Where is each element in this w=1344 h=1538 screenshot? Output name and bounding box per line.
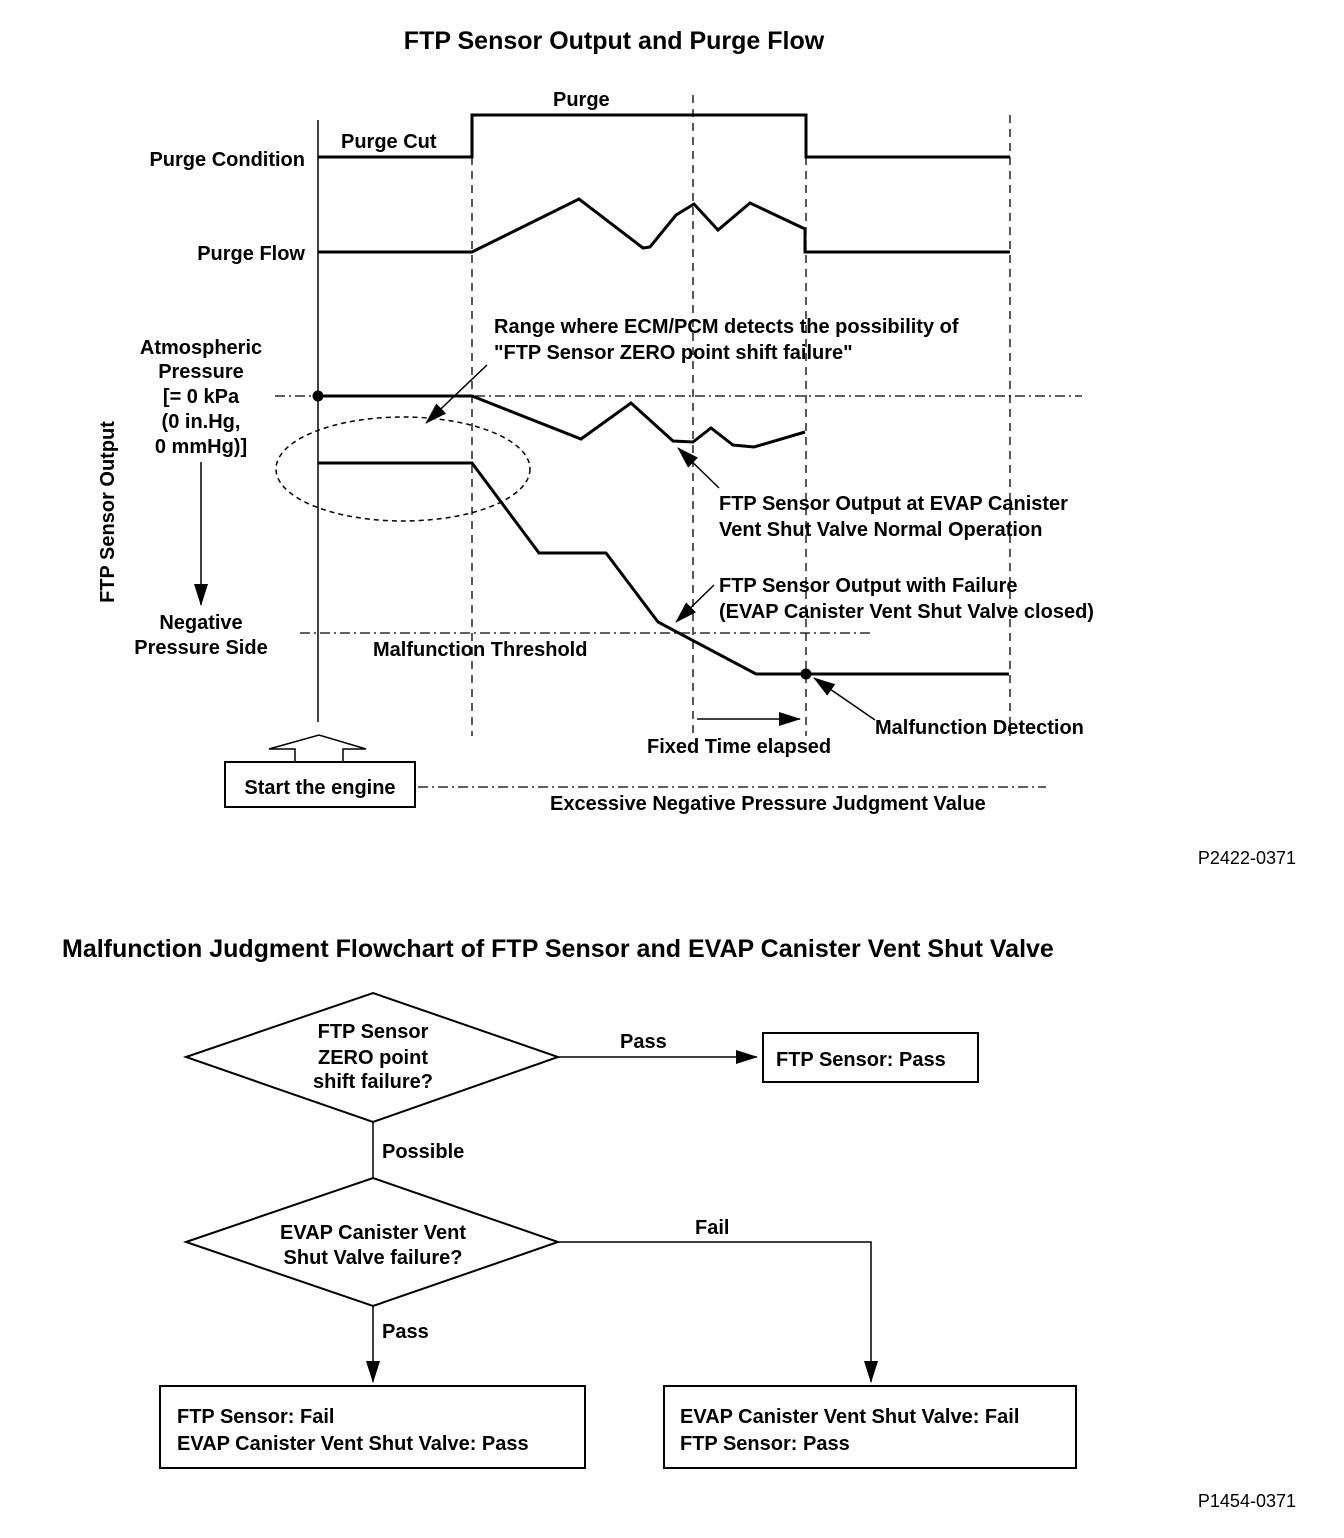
result-right-text: EVAP Canister Vent Shut Valve: Fail	[680, 1406, 1019, 1428]
atmospheric-pressure-label: Atmospheric Pressure [= 0 kPa (0 in.Hg, …	[140, 337, 262, 458]
normal-note-line1: FTP Sensor Output at EVAP Canister	[719, 493, 1068, 515]
failure-note-line1: FTP Sensor Output with Failure	[719, 575, 1018, 597]
normal-note-arrow	[677, 447, 720, 489]
purge-label: Purge	[553, 89, 610, 111]
range-note-arrow	[425, 364, 488, 424]
flowchart: Malfunction Judgment Flowchart of FTP Se…	[62, 935, 1296, 1511]
normal-note-line2: Vent Shut Valve Normal Operation	[719, 519, 1042, 541]
purge-condition-line	[318, 113, 1010, 159]
normal-output-line	[318, 394, 806, 449]
decision1-text: FTP Sensor	[318, 1021, 429, 1043]
svg-text:Atmospheric: Atmospheric	[140, 337, 262, 359]
svg-text:0 mmHg)]: 0 mmHg)]	[155, 436, 247, 458]
chart-title: FTP Sensor Output and Purge Flow	[404, 27, 825, 55]
svg-text:[= 0 kPa: [= 0 kPa	[163, 386, 240, 408]
failure-output-line	[318, 461, 1009, 676]
excessive-negative-label: Excessive Negative Pressure Judgment Val…	[550, 793, 986, 815]
failure-note-arrow	[675, 584, 715, 623]
purge-condition-label: Purge Condition	[149, 149, 305, 171]
range-note-line2: "FTP Sensor ZERO point shift failure"	[494, 342, 853, 364]
svg-text:Negative: Negative	[159, 612, 242, 634]
result-right-text: FTP Sensor: Pass	[680, 1433, 850, 1455]
zero-shift-range-ellipse	[275, 416, 531, 522]
svg-text:Pressure: Pressure	[158, 361, 244, 383]
start-engine-arrow-icon	[268, 734, 367, 762]
result-valve-fail-box	[663, 1385, 1077, 1469]
y-axis-label: FTP Sensor Output	[97, 421, 119, 603]
purge-flow-label: Purge Flow	[197, 243, 305, 265]
decision2-text: Shut Valve failure?	[284, 1247, 463, 1269]
figure-code-bottom: P1454-0371	[1198, 1491, 1296, 1511]
start-engine-box	[224, 761, 416, 808]
malfunction-detection-label: Malfunction Detection	[875, 717, 1084, 739]
range-note-line1: Range where ECM/PCM detects the possibil…	[494, 316, 959, 338]
flowchart-title: Malfunction Judgment Flowchart of FTP Se…	[62, 935, 1054, 963]
fail-label: Fail	[695, 1217, 729, 1239]
purge-flow-line	[318, 197, 1010, 254]
fail-arrow	[558, 1241, 878, 1383]
result-ftp-fail-box	[159, 1385, 586, 1469]
decision2-text: EVAP Canister Vent	[280, 1222, 466, 1244]
svg-text:(0 in.Hg,: (0 in.Hg,	[162, 411, 241, 433]
svg-text:Pressure Side: Pressure Side	[134, 637, 267, 659]
timing-chart: FTP Sensor Output and Purge Flow Purge C…	[97, 27, 1296, 868]
result-ftp-pass-box	[762, 1032, 979, 1083]
pass-label-2: Pass	[382, 1321, 429, 1343]
start-engine-label: Start the engine	[244, 777, 395, 799]
decision1-text: ZERO point	[318, 1047, 428, 1069]
malfunction-detection-arrow	[813, 677, 876, 721]
malfunction-detection-dot	[800, 668, 812, 680]
fixed-time-label: Fixed Time elapsed	[647, 736, 831, 758]
possible-label: Possible	[382, 1141, 464, 1163]
result-left-text: FTP Sensor: Fail	[177, 1406, 334, 1428]
malfunction-threshold-label: Malfunction Threshold	[373, 639, 587, 661]
figure-code-top: P2422-0371	[1198, 848, 1296, 868]
failure-note-line2: (EVAP Canister Vent Shut Valve closed)	[719, 601, 1094, 623]
result-ftp-pass-text: FTP Sensor: Pass	[776, 1049, 946, 1071]
negative-pressure-label: Negative Pressure Side	[134, 612, 267, 659]
decision1-text: shift failure?	[313, 1071, 433, 1093]
pass-label-1: Pass	[620, 1031, 667, 1053]
purge-cut-label: Purge Cut	[341, 131, 437, 153]
result-left-text: EVAP Canister Vent Shut Valve: Pass	[177, 1433, 529, 1455]
